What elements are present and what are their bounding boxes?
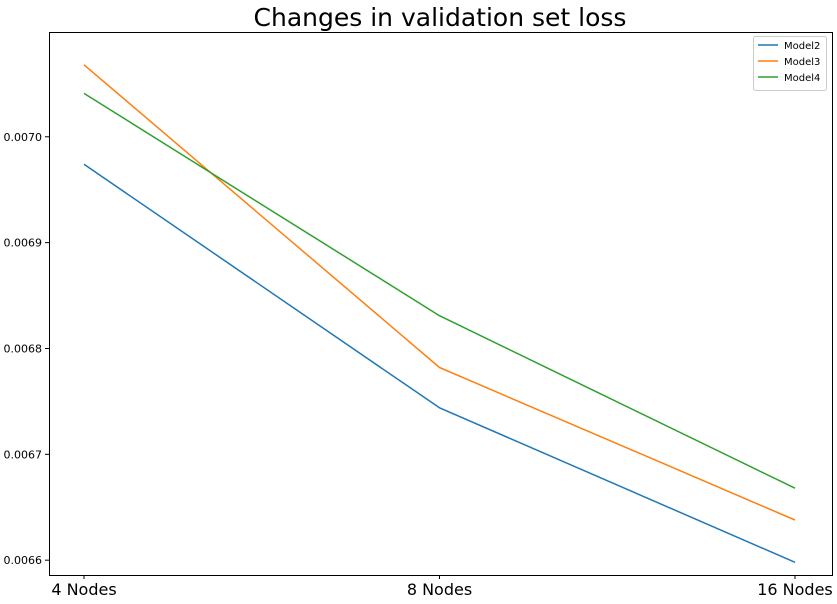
- plot-lines: [83, 64, 796, 563]
- x-tick-label: 8 Nodes: [407, 580, 472, 599]
- y-tick-label: 0.0067: [4, 448, 43, 461]
- series-line-model3: [83, 64, 796, 521]
- chart-title: Changes in validation set loss: [254, 3, 627, 32]
- y-tick-label: 0.0069: [4, 237, 43, 250]
- series-line-model4: [83, 92, 796, 489]
- x-tick-label: 4 Nodes: [51, 580, 116, 599]
- y-axis: 0.0066 0.0067 0.0068 0.0069 0.0070: [4, 131, 49, 567]
- legend-label: Model4: [784, 73, 820, 84]
- legend-label: Model2: [784, 41, 820, 52]
- x-axis: 4 Nodes 8 Nodes 16 Nodes: [51, 575, 833, 599]
- series-line-model2: [83, 163, 796, 563]
- y-tick-label: 0.0066: [4, 554, 43, 567]
- legend: Model2 Model3 Model4: [753, 36, 827, 91]
- y-tick-label: 0.0068: [4, 342, 43, 355]
- y-tick-label: 0.0070: [4, 131, 43, 144]
- legend-label: Model3: [784, 57, 820, 68]
- x-tick-label: 16 Nodes: [757, 580, 833, 599]
- plot-frame: [49, 32, 833, 576]
